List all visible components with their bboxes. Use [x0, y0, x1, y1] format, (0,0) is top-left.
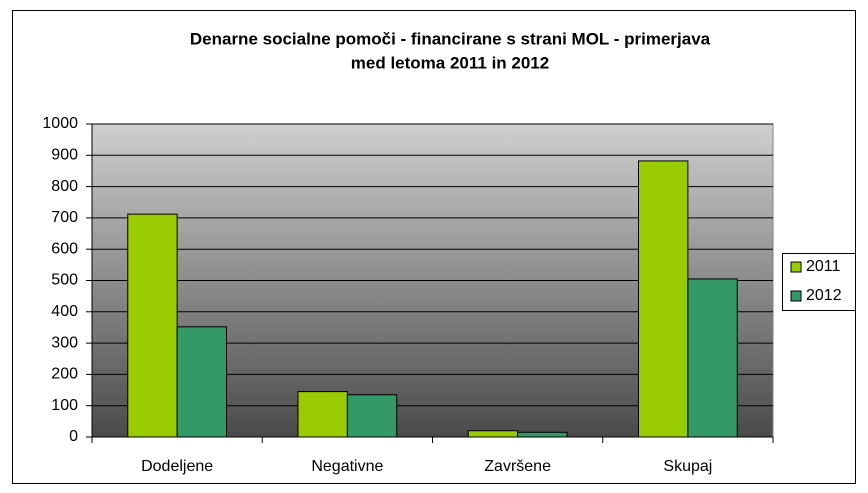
chart-title: med letoma 2011 in 2012 — [351, 53, 549, 72]
chart-title: Denarne socialne pomoči - financirane s … — [190, 29, 711, 48]
bar — [687, 278, 738, 438]
y-tick-label: 900 — [51, 147, 78, 164]
y-tick-label: 300 — [51, 334, 78, 351]
legend-label: 2012 — [806, 287, 842, 304]
bar — [346, 394, 398, 438]
y-tick-label: 0 — [69, 428, 78, 445]
y-tick-label: 400 — [51, 303, 78, 320]
y-tick-label: 100 — [51, 397, 78, 414]
x-tick-label: Završene — [484, 458, 551, 475]
legend-swatch — [790, 290, 802, 302]
bar — [517, 431, 568, 438]
y-tick-label: 600 — [51, 240, 78, 257]
y-tick-label: 700 — [51, 209, 78, 226]
x-tick-label: Skupaj — [663, 458, 712, 475]
y-tick-label: 500 — [51, 272, 78, 289]
bar — [127, 213, 178, 438]
bar — [638, 160, 689, 438]
y-tick-label: 1000 — [42, 115, 78, 132]
legend-swatch — [790, 261, 802, 273]
bar — [467, 430, 519, 438]
y-tick-label: 800 — [51, 178, 78, 195]
x-tick-label: Negativne — [311, 458, 383, 475]
bar — [176, 326, 227, 438]
legend-label: 2011 — [806, 258, 841, 275]
bar — [297, 391, 348, 438]
x-tick-label: Dodeljene — [141, 458, 213, 475]
y-tick-label: 200 — [51, 366, 78, 383]
